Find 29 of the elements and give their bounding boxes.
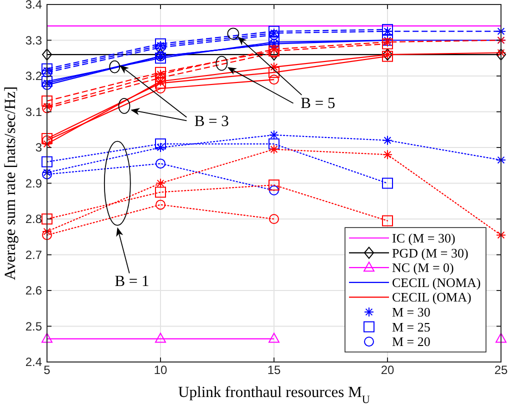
annotation: B = 3 — [194, 112, 230, 130]
y-tick-label: 3.3 — [25, 33, 42, 48]
y-tick-label: 2.6 — [25, 284, 42, 298]
x-tick-label: 25 — [494, 363, 508, 377]
legend-label: M = 30 — [392, 304, 430, 320]
legend-label: M = 25 — [392, 319, 430, 334]
y-tick-label: 2.8 — [25, 212, 42, 226]
annotation: B = 1 — [114, 273, 150, 290]
x-axis-title: Uplink fronthaul resources M$_{U}$ — [178, 384, 370, 404]
legend-label: CECIL (OMA) — [392, 290, 472, 305]
y-tick-label: 3.2 — [25, 69, 42, 84]
legend-label: IC (M = 30) — [392, 230, 456, 246]
y-tick-label: 3 — [35, 140, 42, 155]
legend-label: PGD (M = 30) — [392, 245, 468, 260]
legend-label: M = 20 — [392, 334, 430, 350]
y-tick-label: 3.4 — [25, 0, 42, 12]
y-tick-label: 2.5 — [25, 319, 42, 334]
annotation: B = 5 — [300, 94, 336, 112]
legend-label: CECIL (NOMA) — [392, 274, 481, 290]
x-tick-label: 20 — [380, 363, 394, 377]
x-tick-label: 5 — [44, 363, 51, 377]
y-axis-title: Average sum rate [nats/sec/Hz] — [2, 86, 19, 280]
x-tick-label: 10 — [154, 363, 168, 377]
x-tick-label: 15 — [267, 363, 281, 377]
y-tick-label: 2.4 — [25, 355, 42, 370]
y-tick-label: 2.7 — [25, 248, 42, 262]
legend-label: NC (M = 0) — [392, 260, 454, 276]
y-tick-label: 3.1 — [25, 104, 42, 119]
y-tick-label: 2.9 — [25, 176, 42, 190]
